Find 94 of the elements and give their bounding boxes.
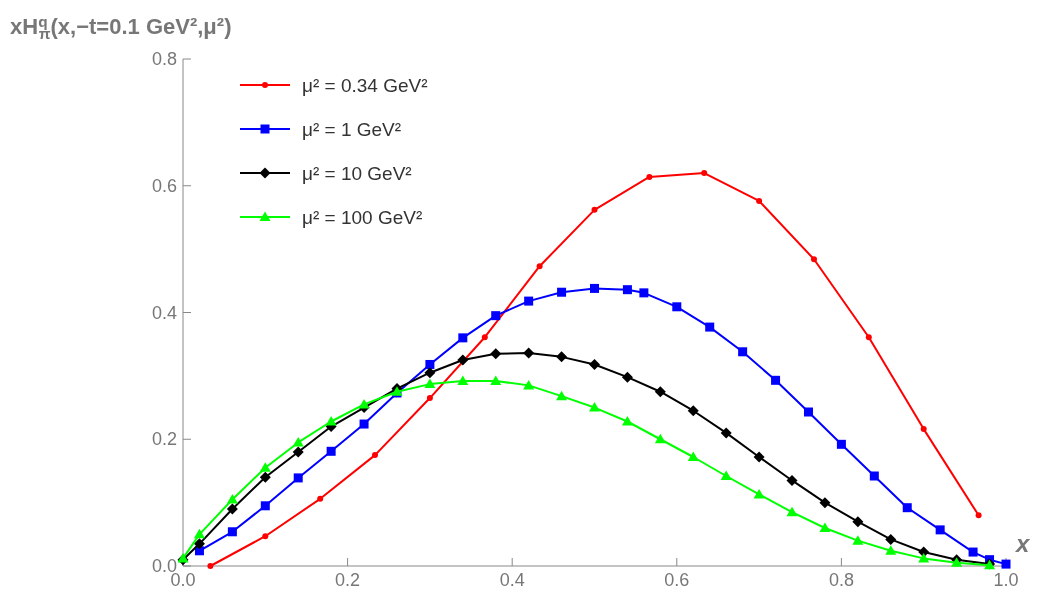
x-tick-label: 0.8 bbox=[828, 570, 854, 590]
y-tick-label: 0.2 bbox=[151, 429, 177, 450]
point bbox=[803, 407, 813, 417]
legend-label: μ² = 0.34 GeV² bbox=[302, 75, 428, 96]
point bbox=[226, 503, 238, 515]
point bbox=[490, 375, 502, 385]
point bbox=[810, 256, 817, 263]
point bbox=[591, 206, 598, 213]
point bbox=[325, 416, 337, 426]
point bbox=[975, 512, 982, 519]
point bbox=[654, 386, 666, 398]
x-tick-label: 0.4 bbox=[499, 570, 525, 590]
x-tick-label: 1.0 bbox=[993, 570, 1019, 590]
point bbox=[292, 436, 304, 447]
point bbox=[935, 525, 945, 535]
point bbox=[358, 398, 370, 409]
point bbox=[424, 367, 436, 379]
point bbox=[687, 405, 699, 417]
point bbox=[293, 473, 303, 483]
point bbox=[819, 522, 831, 532]
point bbox=[865, 334, 872, 341]
point bbox=[819, 497, 831, 509]
point bbox=[556, 390, 568, 401]
point bbox=[424, 378, 436, 389]
point bbox=[968, 547, 978, 557]
point bbox=[193, 538, 205, 550]
point bbox=[753, 488, 765, 499]
point bbox=[885, 545, 897, 555]
point bbox=[259, 462, 271, 472]
x-tick-label: 0.6 bbox=[664, 570, 690, 590]
point bbox=[756, 197, 763, 204]
point bbox=[227, 527, 237, 537]
point bbox=[317, 495, 324, 502]
point bbox=[639, 288, 649, 298]
point bbox=[490, 348, 502, 360]
point bbox=[621, 371, 633, 383]
point bbox=[885, 533, 897, 545]
point bbox=[621, 416, 633, 426]
point bbox=[646, 173, 653, 180]
point bbox=[207, 563, 214, 569]
point bbox=[193, 528, 205, 539]
point bbox=[786, 474, 798, 486]
point bbox=[536, 263, 543, 270]
point bbox=[654, 433, 666, 444]
point bbox=[852, 516, 864, 528]
point bbox=[326, 446, 336, 456]
point bbox=[672, 302, 682, 312]
point bbox=[457, 375, 469, 385]
point bbox=[458, 333, 468, 343]
point bbox=[918, 552, 930, 563]
point bbox=[836, 439, 846, 449]
legend-label: μ² = 1 GeV² bbox=[302, 119, 402, 140]
point bbox=[557, 287, 567, 297]
point bbox=[869, 471, 879, 481]
point bbox=[902, 503, 912, 513]
point bbox=[523, 347, 535, 359]
point bbox=[524, 296, 534, 306]
point bbox=[425, 359, 435, 369]
point bbox=[705, 322, 715, 332]
y-tick-label: 0.8 bbox=[151, 49, 177, 69]
y-axis-title: xH$^{q}$$_{π}$(x,−t=0.1 GeV²,μ²) bbox=[10, 13, 232, 42]
point bbox=[771, 375, 781, 385]
point bbox=[457, 354, 469, 366]
point bbox=[359, 419, 369, 429]
point bbox=[556, 351, 568, 363]
point bbox=[687, 451, 699, 461]
legend-label: μ² = 100 GeV² bbox=[302, 207, 423, 228]
y-tick-label: 0.6 bbox=[151, 175, 177, 196]
point bbox=[738, 347, 748, 357]
point bbox=[491, 311, 501, 321]
point bbox=[292, 446, 304, 458]
point bbox=[426, 395, 433, 402]
y-tick-label: 0.4 bbox=[151, 302, 177, 323]
point bbox=[622, 285, 632, 295]
point bbox=[786, 506, 798, 517]
point bbox=[226, 493, 238, 504]
point bbox=[753, 451, 765, 463]
point bbox=[590, 283, 599, 293]
point bbox=[259, 471, 271, 483]
point bbox=[589, 358, 600, 370]
point bbox=[720, 470, 732, 481]
x-tick-label: 0.2 bbox=[335, 570, 361, 590]
point bbox=[372, 452, 379, 459]
point bbox=[523, 379, 535, 390]
point bbox=[260, 501, 270, 511]
point bbox=[481, 334, 488, 341]
point bbox=[852, 535, 864, 545]
point bbox=[262, 533, 269, 540]
legend-label: μ² = 10 GeV² bbox=[302, 163, 412, 184]
point bbox=[701, 170, 708, 177]
point bbox=[589, 402, 600, 412]
x-axis-title: x bbox=[1014, 530, 1031, 557]
point bbox=[720, 427, 732, 439]
point bbox=[920, 426, 927, 433]
